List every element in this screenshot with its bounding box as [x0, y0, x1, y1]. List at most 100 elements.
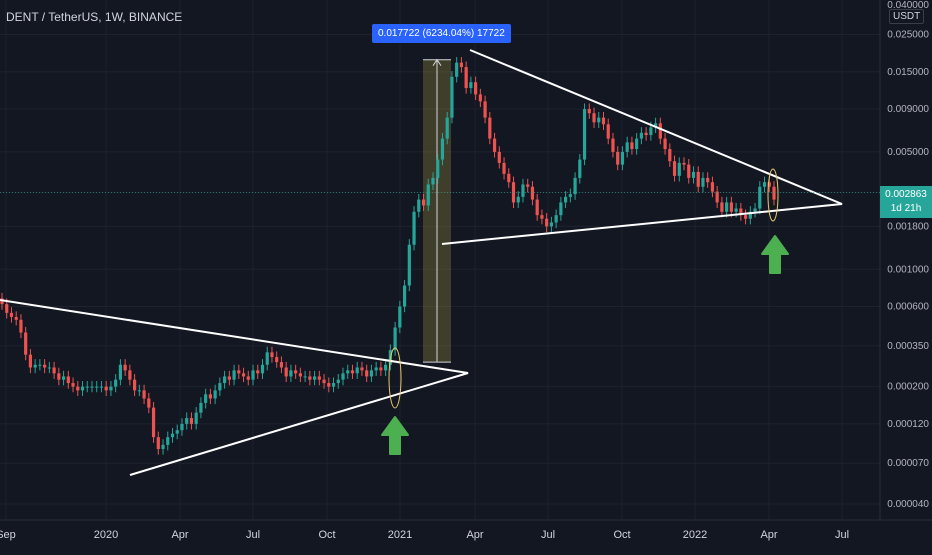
candle-body [43, 364, 47, 368]
candle-body [189, 418, 194, 424]
candle-body [265, 352, 269, 365]
candle-body [710, 182, 715, 192]
candle-body [52, 367, 56, 374]
candle-body [743, 215, 748, 219]
currency-badge[interactable]: USDT [889, 9, 925, 24]
candle-body [625, 142, 629, 152]
candle-body [407, 244, 411, 286]
candle-body [582, 109, 587, 160]
candle-body [601, 117, 606, 125]
time-tick-label: Oct [318, 529, 335, 541]
candle-body [322, 379, 326, 384]
last-price-label: 0.002863 1d 21h [880, 186, 932, 218]
price-tick-label: 0.025000 [887, 30, 929, 41]
candle-body [237, 370, 241, 374]
candle-body [28, 354, 33, 368]
candle-body [151, 407, 156, 438]
candle-body [360, 367, 364, 371]
candle-body [762, 182, 767, 187]
candle-body [412, 211, 416, 245]
candle-body [715, 191, 719, 203]
candle-body [346, 370, 350, 374]
candle-body [294, 370, 298, 374]
candle-body [166, 437, 170, 445]
candle-body [597, 117, 601, 123]
candle-body [213, 390, 217, 399]
candle-body [436, 159, 440, 178]
candle-body [170, 433, 175, 438]
candle-body [611, 138, 615, 152]
candle-body [76, 386, 80, 391]
candle-body [725, 202, 729, 212]
breakout-ellipse-1 [388, 347, 402, 409]
candle-body [24, 332, 28, 355]
candle-body [478, 94, 482, 102]
candle-body [559, 202, 563, 216]
candle-body [256, 370, 260, 374]
candle-body [284, 367, 288, 377]
candle-body [720, 202, 724, 212]
candle-body [9, 312, 14, 317]
candle-body [474, 82, 478, 95]
candle-body [668, 149, 672, 162]
candle-body [545, 218, 549, 227]
candle-body [241, 373, 246, 377]
candle-body [270, 352, 274, 358]
price-tick-label: 0.000070 [887, 458, 929, 469]
candle-body [469, 82, 473, 89]
time-tick-label: Apr [171, 529, 188, 541]
candle-body [445, 117, 449, 139]
up-arrow-icon [761, 235, 789, 274]
candle-body [156, 437, 160, 450]
candle-body [772, 186, 776, 200]
candle-body [142, 390, 146, 399]
candle-body [275, 357, 279, 363]
price-tick-label: 0.001000 [887, 264, 929, 275]
candle-body [208, 394, 212, 399]
candle-body [369, 370, 374, 377]
up-arrow-icon [381, 416, 409, 455]
candle-body [47, 367, 51, 369]
candle-body [350, 370, 355, 374]
candle-body [540, 215, 544, 219]
candle-body [492, 138, 497, 152]
measure-annotation: 0.017722 (6234.04%) 17722 [372, 24, 511, 43]
price-tick-label: 0.000200 [887, 382, 929, 393]
candle-body [535, 199, 539, 216]
candle-body [530, 186, 535, 200]
candle-body [133, 379, 137, 391]
time-tick-label: 2022 [683, 529, 707, 541]
candle-body [663, 138, 667, 150]
candle-body [507, 173, 511, 183]
candle-body [223, 376, 227, 384]
time-tick-label: 2020 [94, 529, 118, 541]
candle-body [331, 383, 336, 387]
price-tick-label: 0.015000 [887, 67, 929, 78]
candle-body [99, 386, 104, 388]
candle-body [19, 319, 23, 333]
candle-body [687, 164, 691, 178]
price-tick-label: 0.005000 [887, 147, 929, 158]
candle-body [66, 376, 70, 384]
candle-body [653, 123, 658, 128]
candle-body [554, 215, 558, 223]
candle-body [644, 132, 648, 136]
candle-body [57, 373, 61, 380]
candle-body [516, 196, 520, 203]
candle-body [232, 370, 236, 380]
candle-body [327, 383, 331, 387]
breakout-ellipse-2 [767, 168, 779, 222]
candle-body [33, 364, 37, 368]
candle-body [402, 285, 407, 307]
candle-body [753, 208, 757, 212]
candle-body [483, 101, 487, 118]
price-tick-label: 0.000350 [887, 341, 929, 352]
candle-body [137, 390, 141, 392]
candle-body [417, 199, 421, 212]
candle-body [194, 412, 198, 424]
candle-body [426, 184, 430, 206]
time-tick-label: Apr [466, 529, 483, 541]
time-tick-label: 2021 [388, 529, 412, 541]
candle-body [279, 362, 284, 368]
